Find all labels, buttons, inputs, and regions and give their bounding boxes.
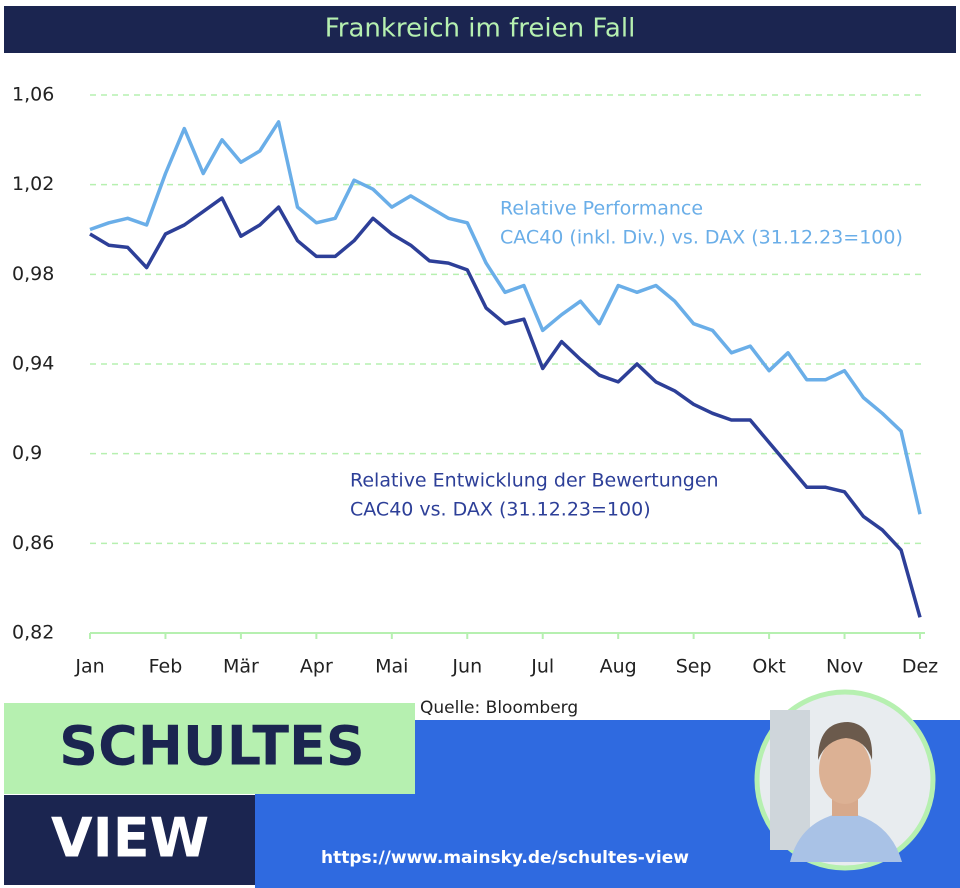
x-tick-label: Okt bbox=[752, 656, 785, 678]
x-tick-label: Sep bbox=[676, 656, 712, 678]
series-line bbox=[89, 196, 922, 618]
source: Quelle: Bloomberg bbox=[420, 698, 578, 718]
y-tick-label: 0,82 bbox=[12, 622, 54, 644]
x-tick-label: Mär bbox=[223, 656, 259, 678]
title-bar bbox=[4, 6, 956, 53]
y-tick-label: 0,98 bbox=[12, 263, 54, 285]
x-tick-label: Jun bbox=[451, 656, 482, 678]
portrait bbox=[754, 689, 936, 871]
x-tick-label: Dez bbox=[902, 656, 938, 678]
series-label-detail: CAC40 vs. DAX (31.12.23=100) bbox=[350, 499, 651, 521]
brand-navy bbox=[4, 795, 255, 885]
x-tick-label: Jan bbox=[74, 656, 104, 678]
brand-green bbox=[4, 703, 415, 794]
y-tick-label: 1,06 bbox=[12, 84, 54, 106]
series-label-detail: CAC40 (inkl. Div.) vs. DAX (31.12.23=100… bbox=[500, 227, 903, 249]
y-tick-label: 0,9 bbox=[12, 442, 42, 464]
y-tick-label: 0,86 bbox=[12, 532, 54, 554]
y-tick-label: 0,94 bbox=[12, 353, 54, 375]
brand-line1: SCHULTES bbox=[59, 715, 365, 778]
x-tick-label: Feb bbox=[149, 656, 183, 678]
y-tick-label: 1,02 bbox=[12, 173, 54, 195]
series-label: Relative Entwicklung der Bewertungen bbox=[350, 470, 719, 492]
series-label: Relative Performance bbox=[500, 198, 703, 220]
brand-url[interactable]: https://www.mainsky.de/schultes-view bbox=[321, 848, 689, 868]
x-tick-label: Mai bbox=[375, 656, 408, 678]
series-line bbox=[89, 120, 922, 515]
x-tick-label: Apr bbox=[300, 656, 333, 678]
chart-title: Frankreich im freien Fall bbox=[325, 14, 636, 44]
x-tick-label: Nov bbox=[826, 656, 863, 678]
x-tick-label: Aug bbox=[600, 656, 637, 678]
brand-line2: VIEW bbox=[51, 807, 209, 870]
x-tick-label: Jul bbox=[530, 656, 554, 678]
